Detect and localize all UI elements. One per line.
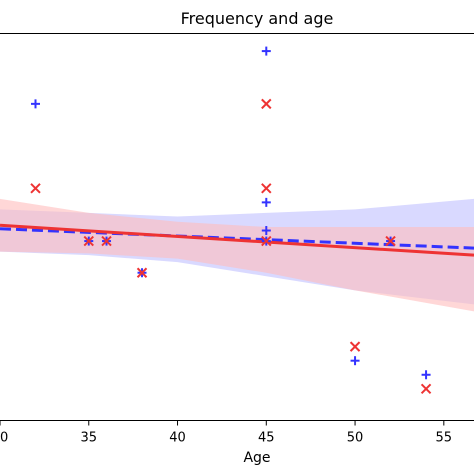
- x-tick-label: 30: [0, 431, 8, 446]
- series-2-point: [261, 235, 272, 247]
- x-tick-label: 40: [169, 431, 186, 446]
- series-2-point: [261, 183, 272, 194]
- regression-line-2: [0, 223, 474, 257]
- x-tick-label: 50: [347, 431, 364, 446]
- series-2-point: [420, 383, 432, 395]
- series-2-point: [349, 341, 361, 352]
- series-1-point: [421, 370, 431, 380]
- series-2-point: [385, 235, 396, 247]
- x-axis-label: Age: [243, 450, 270, 466]
- x-tick-label: 55: [436, 431, 453, 446]
- series-1-point: [31, 99, 41, 109]
- x-axis-ticks: 30 35 40 45 50 55: [0, 420, 453, 446]
- series-2-point: [30, 183, 41, 194]
- series-2-point: [136, 267, 148, 278]
- series-1-point: [261, 226, 271, 236]
- chart-title: Frequency and age: [181, 9, 334, 28]
- series-1-point: [261, 197, 271, 207]
- x-tick-label: 35: [80, 431, 97, 446]
- series-2-point: [261, 98, 272, 110]
- series-2-point: [101, 235, 112, 247]
- series-2-point: [83, 235, 94, 247]
- plot-area: [0, 46, 474, 395]
- confidence-band-2: [0, 198, 474, 312]
- series-1-point: [261, 46, 271, 56]
- x-tick-label: 45: [258, 431, 275, 446]
- series-1-point: [350, 356, 360, 366]
